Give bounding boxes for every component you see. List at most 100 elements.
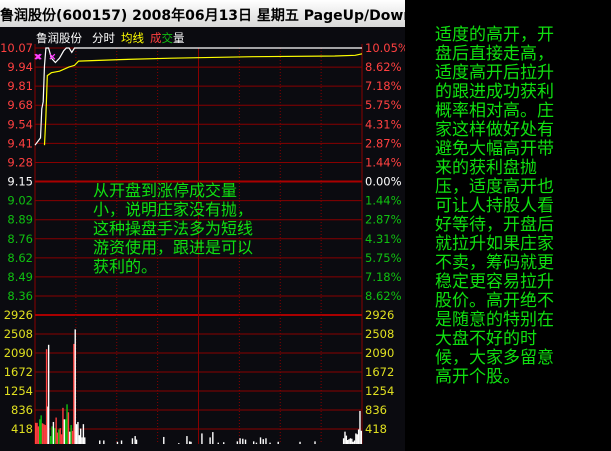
pct-tick-label: 10.05% [365,41,405,55]
price-tick-label: 9.94 [7,60,33,74]
chart-title: 鲁润股份(600157) 2008年06月13日 星期五 PageUp/Down… [0,8,405,24]
volume-bar [84,437,86,444]
volume-bar [41,423,44,444]
volume-bar [52,421,55,444]
price-tick-label: 8.62 [7,251,33,265]
volume-bar [265,438,267,444]
volume-bar [186,436,188,444]
volume-tick-label-right: 836 [365,403,387,417]
stock-name-label: 鲁润股份 [36,31,82,45]
volume-bar [344,431,346,444]
volume-bar [45,349,48,444]
annotation-line: 大盘不好的时 [435,329,537,349]
intraday-chart[interactable]: 鲁润股份 分时 均线 成交量 10.07 10.05% 9.94 8.62% 9.81 7.18… [0,27,405,451]
chart-header: 鲁润股份 分时 均线 成交量 [36,31,185,45]
volume-tick-label-right: 2508 [365,327,394,341]
pct-tick-label: 8.62% [365,60,402,74]
trade-marker-icon [35,53,42,60]
volume-bar [349,438,352,444]
annotation-line: 压，适度高开也 [435,177,554,197]
annotation-line: 候，大家多留意 [435,348,554,368]
volume-bar [39,419,41,444]
volume-bar [99,440,101,444]
volume-bar [81,437,83,444]
price-tick-label: 9.54 [7,117,33,131]
volume-bar [188,441,191,444]
pct-tick-label: 4.31% [365,117,402,131]
trade-marker-icon [49,53,56,60]
avg-line-label: 均线 [121,31,144,45]
pct-tick-label: 5.75% [365,251,402,265]
annotation-line: 盘后直接走高， [435,44,554,64]
volume-bar [351,438,353,444]
volume-bar [51,426,53,444]
pct-tick-label: 8.62% [365,289,402,303]
volume-bar [314,441,316,444]
volume-tick-label-right: 2926 [365,308,394,322]
volume-bar [63,419,66,444]
volume-bar [59,428,61,444]
annotation-line: 稳定更容易拉升 [435,272,554,292]
volume-bar [244,439,247,444]
volume-bar [345,435,348,444]
annotation-line: 从开盘到涨停成交量 [93,181,238,200]
middle-annotation: 从开盘到涨停成交量 小，说明庄家没有抛， 这种操盘手法多为短线 游资使用，跟进是… [93,181,253,276]
volume-bar [242,438,244,444]
volume-bar [163,436,165,444]
annotation-line: 这种操盘手法多为短线 [93,219,254,238]
annotation-line: 概率相对高。庄 [435,101,554,121]
price-tick-label: 10.07 [0,41,33,55]
pct-tick-label: 2.87% [365,213,402,227]
volume-bar [103,440,105,444]
volume-bar [190,441,192,444]
volume-bar [60,434,63,444]
volume-bar [212,432,214,444]
right-annotation: 适度的高开，开 盘后直接走高， 适度高开后拉升 的跟进成功获利 概率相对高。庄 家这样做好… [435,26,554,387]
volume-bar [58,429,60,444]
pct-tick-label: 5.75% [365,98,402,112]
annotation-line: 来的获利盘抛 [435,158,537,178]
volume-bar [236,441,239,444]
volume-bar [347,440,349,444]
price-tick-label: 9.28 [7,155,33,169]
volume-bar [54,428,56,444]
annotation-line: 高开个股。 [435,367,520,387]
volume-bar [79,428,82,444]
volume-bar [299,441,301,444]
volume-bar [356,434,358,444]
mode-label: 分时 [92,31,115,45]
pct-tick-label: 7.18% [365,270,402,284]
volume-bar [134,436,136,444]
volume-bar [49,436,52,444]
volume-bar [71,430,74,444]
volume-tick-label-right: 1672 [365,365,394,379]
volume-label-1: 成 [150,31,162,45]
volume-bar [120,440,123,444]
volume-bar [353,440,356,444]
volume-bar [255,442,258,444]
volume-tick-label: 1254 [4,384,33,398]
volume-tick-label-right: 1254 [365,384,394,398]
volume-label-3: 量 [173,31,185,45]
volume-bar [277,441,279,444]
trade-marker-icon [34,53,41,60]
title-bar: 鲁润股份(600157) 2008年06月13日 星期五 PageUp/Down… [0,0,405,27]
pct-tick-label: 0.00% [365,175,402,189]
volume-bar [82,424,85,444]
annotation-line: 股价。高开绝不 [435,291,554,311]
annotation-line: 小，说明庄家没有抛， [93,200,254,219]
volume-bar [116,441,119,444]
volume-bar [239,438,241,444]
volume-bar [201,433,203,444]
volume-bar [135,439,138,444]
volume-bar [40,415,42,444]
annotation-line: 可让人持股人看 [435,196,554,216]
volume-bar [355,433,357,444]
volume-tick-label: 2926 [4,308,33,322]
volume-bar [262,439,264,444]
volume-bar [73,343,75,444]
volume-bar [223,442,225,444]
volume-tick-label: 836 [11,403,33,417]
price-tick-label: 8.76 [7,232,33,246]
price-line [34,47,362,146]
